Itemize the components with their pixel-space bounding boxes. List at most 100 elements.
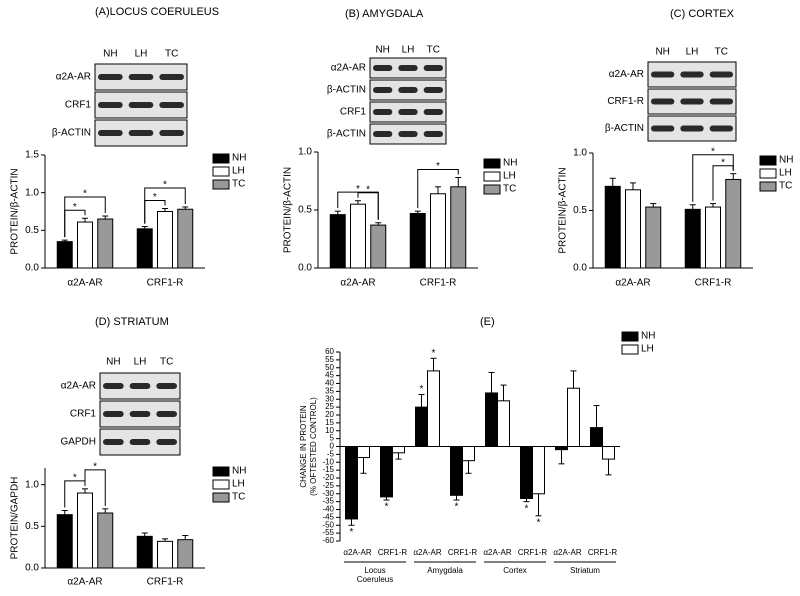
legend-swatch <box>212 166 230 177</box>
bar <box>56 514 73 569</box>
y-tick-label: 45 <box>325 371 334 380</box>
blot-row-label: CRF1-R <box>607 96 644 107</box>
legend-label: LH <box>232 166 245 177</box>
blot-band <box>128 74 154 80</box>
blot-band <box>373 65 393 71</box>
significance-bracket <box>337 191 379 220</box>
blot-band <box>423 131 443 137</box>
panel-title: (A)LOCUS COERULEUS <box>95 6 219 18</box>
y-axis-label: PROTEIN/GAPDH <box>10 477 21 560</box>
significance-bracket <box>417 169 459 209</box>
bar <box>705 206 721 269</box>
blot-band <box>103 411 124 417</box>
blot-band <box>98 74 123 80</box>
blot-row-label: α2A-AR <box>331 63 366 74</box>
significance-star: * <box>83 189 87 200</box>
significance-star: * <box>525 503 529 514</box>
group-label: Cortex <box>503 566 527 575</box>
y-tick-label: -40 <box>322 505 334 514</box>
y-axis-label: CHANGE IN PROTEIN <box>299 405 308 487</box>
significance-bracket <box>64 196 106 238</box>
y-axis-label: PROTEIN/β-ACTIN <box>283 167 294 253</box>
bar <box>97 218 114 269</box>
panel-title: (C) CORTEX <box>670 8 735 20</box>
legend-label: LH <box>641 344 654 355</box>
significance-star: * <box>350 527 354 538</box>
y-axis-label: (% OFTESTED CONTROL) <box>309 397 318 496</box>
lane-label: NH <box>106 357 120 368</box>
y-tick-label: 0 <box>330 442 335 451</box>
bar <box>329 214 346 269</box>
blot-row-label: β-ACTIN <box>605 123 644 134</box>
significance-bracket <box>692 154 734 202</box>
legend-label: NH <box>232 466 246 477</box>
lane-label: TC <box>165 49 178 60</box>
significance-bracket <box>84 469 106 506</box>
x-tick-label: α2A-AR <box>67 577 102 588</box>
x-tick-label: α2A-AR <box>483 548 511 557</box>
lane-label: NH <box>375 45 389 56</box>
y-tick-label: 0.0 <box>25 563 39 574</box>
lane-label: TC <box>160 357 173 368</box>
y-tick-label: 0.5 <box>573 205 587 216</box>
bar <box>427 370 440 447</box>
significance-star: * <box>721 157 725 168</box>
blot-band <box>398 131 418 137</box>
legend-label: LH <box>503 171 516 182</box>
bar <box>56 241 73 269</box>
significance-star: * <box>93 461 97 472</box>
blot-row-label: α2A-AR <box>61 381 96 392</box>
group-label: Locus <box>364 566 385 575</box>
y-tick-label: -10 <box>322 457 334 466</box>
blot-band <box>156 383 177 389</box>
blot-band <box>651 71 675 78</box>
y-tick-label: 30 <box>325 394 334 403</box>
legend-label: NH <box>232 153 246 164</box>
y-tick-label: -55 <box>322 528 334 537</box>
group-label: Striatum <box>570 566 600 575</box>
bar <box>345 446 358 520</box>
lane-label: LH <box>135 49 148 60</box>
legend-label: TC <box>779 181 792 192</box>
group-label: Amygdala <box>427 566 463 575</box>
y-tick-label: 10 <box>325 426 334 435</box>
blot-band <box>103 383 124 389</box>
x-tick-label: α2A-AR <box>343 548 371 557</box>
significance-star: * <box>432 348 436 359</box>
bar <box>392 446 405 454</box>
legend-label: LH <box>779 168 792 179</box>
blot-band <box>651 125 675 132</box>
x-tick-label: CRF1-R <box>518 548 548 557</box>
legend-swatch <box>212 179 230 190</box>
significance-star: * <box>385 502 389 513</box>
legend-swatch <box>212 479 230 490</box>
y-tick-label: 0.0 <box>298 263 312 274</box>
bar <box>450 446 463 496</box>
y-tick-label: 0.0 <box>25 263 39 274</box>
blot-row-label: β-ACTIN <box>52 128 91 139</box>
y-tick-label: -50 <box>322 520 334 529</box>
y-tick-label: -20 <box>322 473 334 482</box>
y-tick-label: 0.5 <box>298 205 312 216</box>
blot-row-label: CRF1 <box>70 409 97 420</box>
lane-label: LH <box>686 47 699 58</box>
y-tick-label: 1.5 <box>25 150 39 161</box>
blot-band <box>129 383 151 389</box>
bar <box>409 212 426 269</box>
y-tick-label: 60 <box>325 347 334 356</box>
bar <box>157 540 173 569</box>
x-tick-label: CRF1-R <box>448 548 478 557</box>
significance-bracket <box>144 187 186 224</box>
bar <box>567 387 580 448</box>
legend-swatch <box>212 153 230 164</box>
x-tick-label: CRF1-R <box>378 548 408 557</box>
blot-band <box>398 65 418 71</box>
bar <box>177 208 194 269</box>
blot-row-label: CRF1 <box>65 100 92 111</box>
blot-band <box>651 98 675 105</box>
lane-label: LH <box>134 357 147 368</box>
x-tick-label: CRF1-R <box>420 278 457 289</box>
bar <box>177 539 194 569</box>
legend-swatch <box>212 492 230 503</box>
